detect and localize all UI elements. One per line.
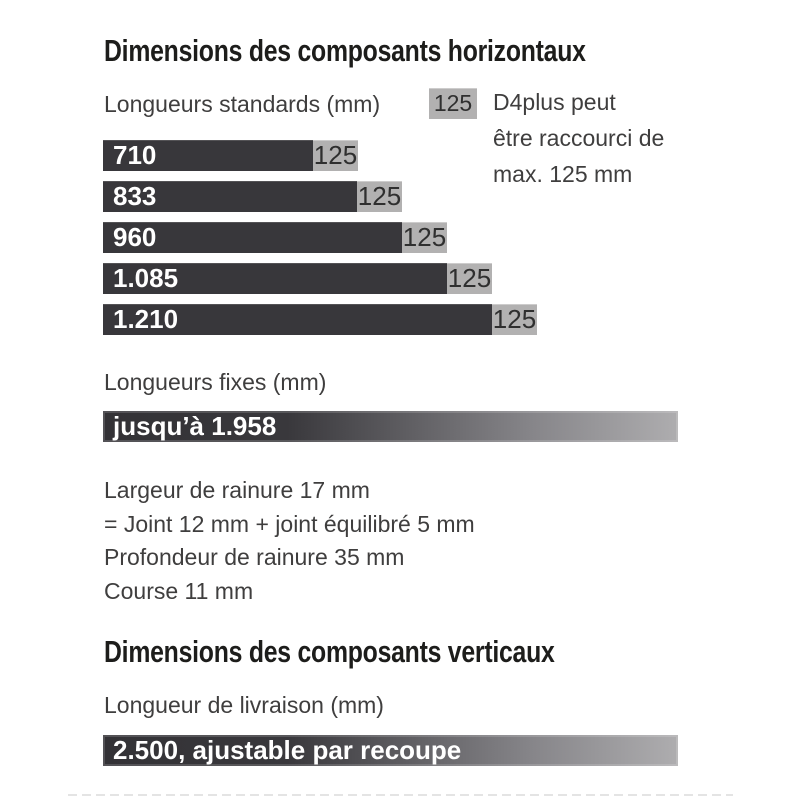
delivery-length-gradient-bar: 2.500, ajustable par recoupe bbox=[103, 735, 678, 766]
dashed-divider bbox=[68, 794, 733, 796]
bar-row: 1.085 125 bbox=[103, 263, 492, 294]
bar-standard-length: 710 bbox=[103, 140, 313, 171]
bar-row: 710 125 bbox=[103, 140, 358, 171]
section-title-horizontal: Dimensions des composants horizontaux bbox=[104, 33, 586, 68]
notes-block: Largeur de rainure 17 mm = Joint 12 mm +… bbox=[104, 474, 475, 608]
legend-line-3: max. 125 mm bbox=[493, 161, 633, 187]
note-groove-width: Largeur de rainure 17 mm bbox=[104, 477, 370, 503]
section-title-vertical: Dimensions des composants verticaux bbox=[104, 634, 555, 669]
legend-line-1: D4plus peut bbox=[493, 89, 616, 115]
bar-standard-length: 1.085 bbox=[103, 263, 447, 294]
bar-row: 960 125 bbox=[103, 222, 447, 253]
bar-row: 1.210 125 bbox=[103, 304, 537, 335]
legend-line-2: être raccourci de bbox=[493, 125, 665, 151]
bar-extension-125: 125 bbox=[492, 304, 537, 335]
standards-lengths-label: Longueurs standards (mm) bbox=[104, 91, 381, 117]
delivery-length-label: Longueur de livraison (mm) bbox=[104, 692, 384, 718]
bar-extension-125: 125 bbox=[402, 222, 447, 253]
legend-125-swatch: 125 bbox=[429, 88, 477, 119]
bar-extension-125: 125 bbox=[447, 263, 492, 294]
note-groove-depth: Profondeur de rainure 35 mm bbox=[104, 544, 405, 570]
bar-extension-125: 125 bbox=[357, 181, 402, 212]
bar-standard-length: 833 bbox=[103, 181, 357, 212]
legend-text: D4plus peut être raccourci de max. 125 m… bbox=[493, 84, 664, 192]
bar-extension-125: 125 bbox=[313, 140, 358, 171]
fixed-length-gradient-bar: jusqu’à 1.958 bbox=[103, 411, 678, 442]
fixed-lengths-label: Longueurs fixes (mm) bbox=[104, 369, 327, 395]
bar-standard-length: 1.210 bbox=[103, 304, 492, 335]
note-joint-breakdown: = Joint 12 mm + joint équilibré 5 mm bbox=[104, 510, 475, 537]
bar-row: 833 125 bbox=[103, 181, 402, 212]
bar-standard-length: 960 bbox=[103, 222, 402, 253]
note-travel: Course 11 mm bbox=[104, 577, 254, 604]
